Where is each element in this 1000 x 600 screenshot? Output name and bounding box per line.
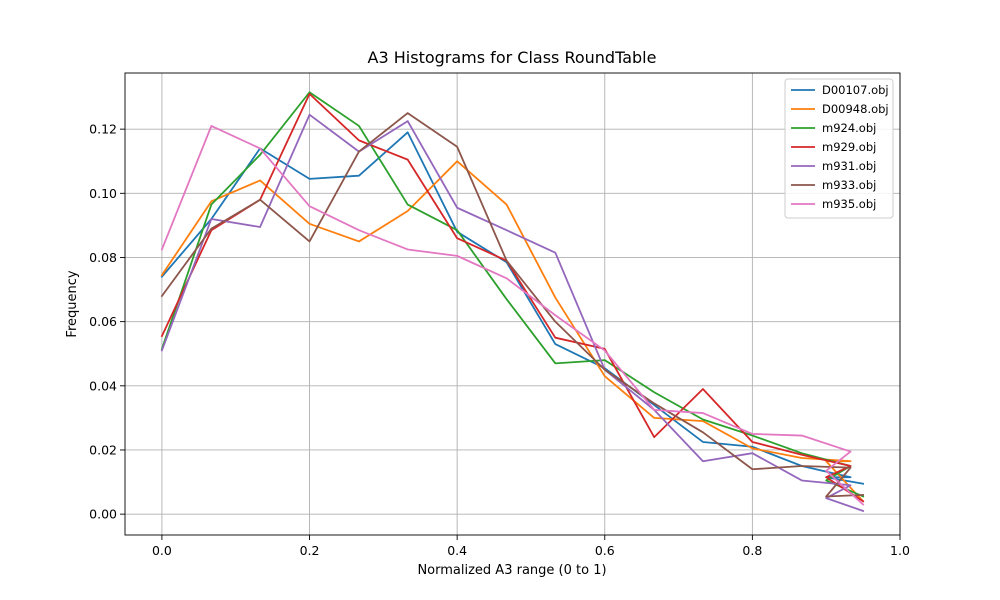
series-line-m924 bbox=[160, 91, 865, 498]
series-lines bbox=[160, 91, 865, 513]
series-line-m931 bbox=[160, 113, 865, 513]
x-tick-label: 1.0 bbox=[890, 543, 910, 558]
series-line-m935 bbox=[160, 125, 865, 506]
y-tick-label: 0.08 bbox=[89, 250, 117, 265]
legend-entry-label: m924.obj bbox=[822, 121, 876, 135]
legend-entry-label: m935.obj bbox=[822, 197, 876, 211]
y-tick-label: 0.02 bbox=[89, 442, 117, 457]
y-tick-label: 0.04 bbox=[89, 378, 117, 393]
legend-entry-label: m929.obj bbox=[822, 140, 876, 154]
y-axis-title: Frequency bbox=[65, 270, 80, 337]
legend: D00107.obj D00948.obj m924.obj m929.obj m931… bbox=[784, 78, 894, 219]
series-line-m933 bbox=[160, 112, 865, 498]
series-line-d00107 bbox=[160, 131, 865, 485]
legend-entry-label: D00948.obj bbox=[822, 102, 889, 116]
legend-box bbox=[784, 78, 894, 219]
x-tick-label: 0.0 bbox=[152, 543, 172, 558]
x-axis-title: Normalized A3 range (0 to 1) bbox=[417, 563, 606, 578]
x-tick-label: 0.8 bbox=[742, 543, 762, 558]
grid bbox=[125, 73, 901, 535]
plot-frame bbox=[124, 72, 901, 536]
legend-entry-label: m931.obj bbox=[822, 159, 876, 173]
x-tick-label: 0.6 bbox=[595, 543, 615, 558]
chart-title: A3 Histograms for Class RoundTable bbox=[368, 48, 657, 67]
x-tick-label: 0.4 bbox=[447, 543, 467, 558]
y-tick-label: 0.00 bbox=[89, 507, 117, 522]
axis-ticks: 0.0 0.2 0.4 0.6 0.8 1.0 0.00 0.02 0.04 0.06 0.08 0.… bbox=[89, 122, 910, 558]
y-tick-label: 0.12 bbox=[89, 122, 117, 137]
x-tick-label: 0.2 bbox=[300, 543, 320, 558]
y-tick-label: 0.06 bbox=[89, 314, 117, 329]
y-tick-label: 0.10 bbox=[89, 186, 117, 201]
legend-entry-label: D00107.obj bbox=[822, 83, 889, 97]
legend-entry-label: m933.obj bbox=[822, 178, 876, 192]
series-line-m929 bbox=[160, 92, 865, 503]
